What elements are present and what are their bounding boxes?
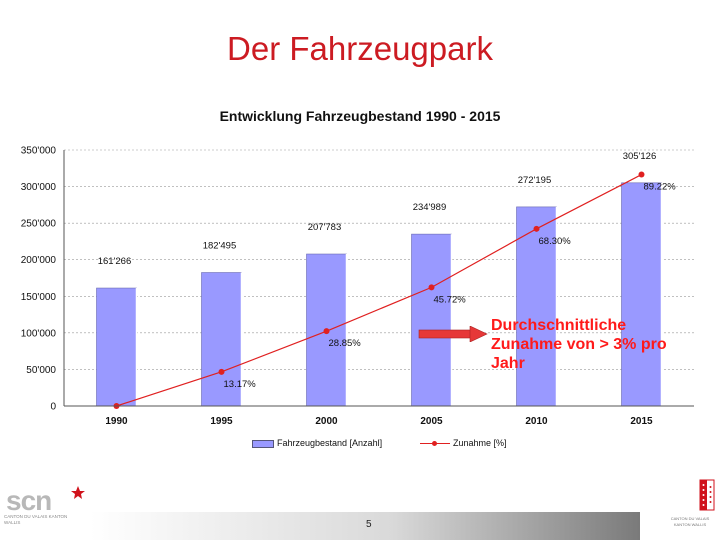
footer-bar xyxy=(90,512,640,540)
scn-logo: scn CANTON DU VALAIS KANTON WALLIS xyxy=(4,484,88,536)
canton-logo-caption: CANTON DU VALAIS KANTON WALLIS xyxy=(670,516,710,527)
line-layer xyxy=(113,171,645,409)
line-point xyxy=(533,225,540,232)
bar-value-label: 234'989 xyxy=(413,202,447,213)
line-value-label: 68.30% xyxy=(539,236,572,247)
x-tick-label: 2010 xyxy=(525,416,548,427)
legend-bar-swatch xyxy=(252,439,274,448)
line-point xyxy=(323,328,330,335)
bar-value-label: 161'266 xyxy=(98,256,132,267)
chart-title: Entwicklung Fahrzeugbestand 1990 - 2015 xyxy=(219,108,501,124)
y-tick-label: 350'000 xyxy=(21,146,57,157)
legend-item-line: Zunahme [%] xyxy=(420,438,507,448)
x-tick-label: 2005 xyxy=(420,416,443,427)
bar xyxy=(411,233,452,407)
line-series xyxy=(116,174,642,407)
x-tick-label: 1995 xyxy=(210,416,233,427)
legend-line-label: Zunahme [%] xyxy=(453,438,507,448)
bar-layer xyxy=(96,182,663,407)
y-tick-label: 150'000 xyxy=(21,292,57,303)
bar-value-label: 272'195 xyxy=(518,175,552,186)
y-tick-label: 50'000 xyxy=(26,365,56,376)
y-tick-label: 200'000 xyxy=(21,255,57,266)
legend-item-bars: Fahrzeugbestand [Anzahl] xyxy=(252,438,382,448)
x-tick-label: 1990 xyxy=(105,416,128,427)
scn-logo-icon: scn xyxy=(6,485,85,516)
slide-title: Der Fahrzeugpark xyxy=(227,30,493,67)
canton-logo: CANTON DU VALAIS KANTON WALLIS xyxy=(660,476,718,538)
page-number: 5 xyxy=(366,519,372,530)
line-point xyxy=(638,171,645,178)
x-tick-label: 2000 xyxy=(315,416,338,427)
bar xyxy=(96,287,137,407)
bar-value-label: 182'495 xyxy=(203,241,237,252)
axis-layer: 0 50'000 100'000 150'000 200'000 250'000 300'0… xyxy=(21,146,694,427)
annotation-text: Durchschnittliche Zunahme von > 3% pro J… xyxy=(491,317,667,372)
y-tick-label: 300'000 xyxy=(21,182,57,193)
line-point xyxy=(428,284,435,291)
bar xyxy=(201,272,242,407)
label-layer: 161'266 182'495 207'783 234'989 272'195 305'1… xyxy=(98,151,677,390)
legend-line-swatch xyxy=(420,441,450,447)
y-tick-label: 100'000 xyxy=(21,328,57,339)
bar xyxy=(516,206,557,407)
line-point xyxy=(218,368,225,375)
scn-logo-caption: CANTON DU VALAIS KANTON WALLIS xyxy=(4,514,68,525)
legend-bar-label: Fahrzeugbestand [Anzahl] xyxy=(277,438,383,448)
canton-shield-icon xyxy=(699,479,715,511)
svg-text:scn: scn xyxy=(6,485,51,514)
bar-value-label: 207'783 xyxy=(308,222,342,233)
bar-value-label: 305'126 xyxy=(623,151,657,162)
line-value-label: 89.22% xyxy=(644,182,677,193)
line-value-label: 13.17% xyxy=(224,379,257,390)
y-tick-label: 0 xyxy=(50,402,56,413)
x-tick-label: 2015 xyxy=(630,416,653,427)
bar xyxy=(621,182,662,407)
line-value-label: 28.85% xyxy=(329,338,362,349)
line-value-label: 45.72% xyxy=(434,294,467,305)
y-tick-label: 250'000 xyxy=(21,219,57,230)
bar xyxy=(306,253,347,407)
arrow-icon xyxy=(418,326,488,342)
